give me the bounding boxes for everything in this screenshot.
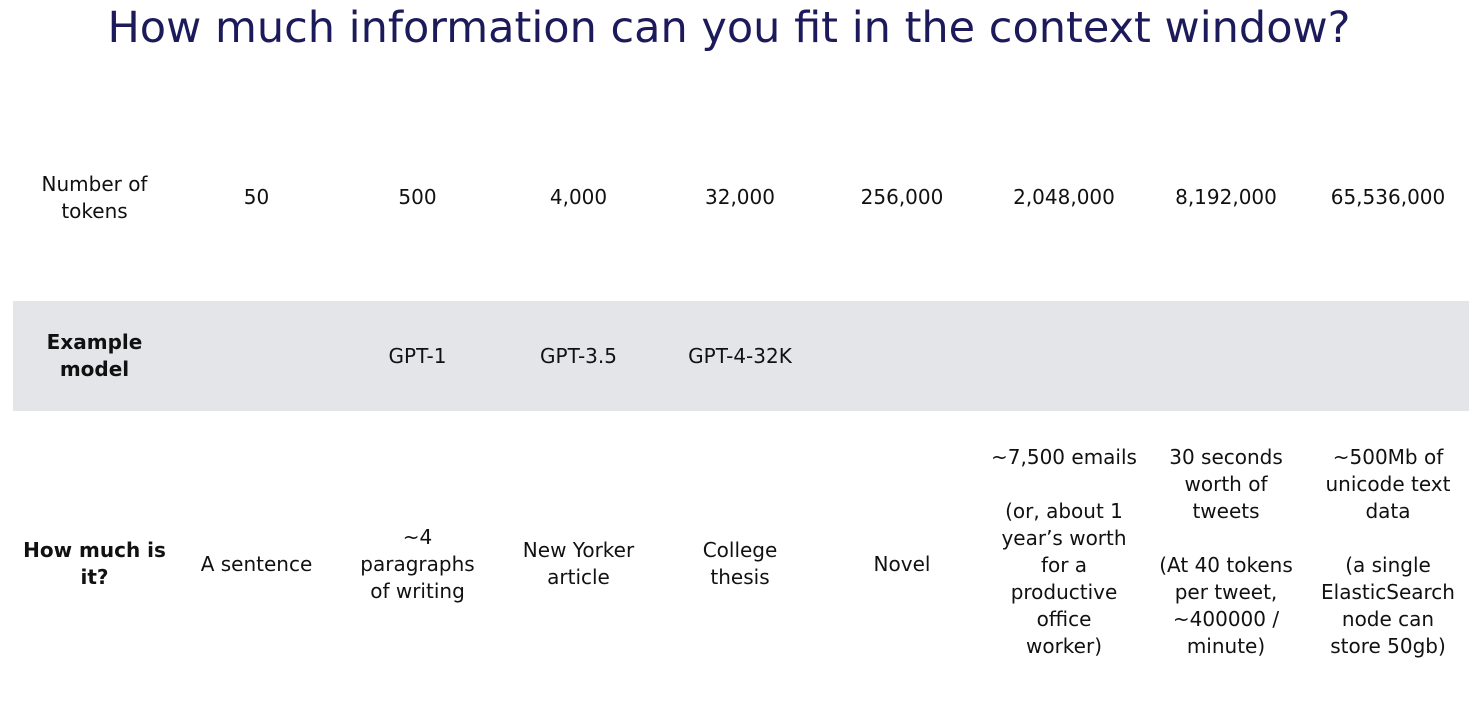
page-title: How much information can you fit in the … bbox=[107, 3, 1351, 53]
amount-cell: ~7,500 emails (or, about 1 year’s worth … bbox=[991, 445, 1137, 658]
tokens-cell: 500 bbox=[398, 185, 437, 209]
tokens-cell: 2,048,000 bbox=[1013, 185, 1115, 209]
model-cell: GPT-4-32K bbox=[688, 343, 792, 368]
tokens-cell: 32,000 bbox=[705, 185, 775, 209]
tokens-cell: 8,192,000 bbox=[1175, 185, 1277, 209]
amount-cell: College thesis bbox=[702, 538, 778, 589]
example-model-row-header: Example model bbox=[46, 330, 143, 381]
amount-cell: ~500Mb of unicode text data (a single El… bbox=[1321, 445, 1455, 658]
tokens-row-header: Number of tokens bbox=[41, 171, 148, 223]
amount-cell: A sentence bbox=[200, 551, 313, 576]
amount-cell: New Yorker article bbox=[522, 538, 635, 589]
tokens-cell: 4,000 bbox=[549, 185, 608, 209]
example-model-row: Example model GPT-1 GPT-3.5 GPT-4-32K bbox=[13, 301, 1469, 411]
tokens-cell: 256,000 bbox=[860, 185, 944, 209]
tokens-cell: 50 bbox=[243, 185, 270, 209]
how-much-row-header: How much is it? bbox=[23, 538, 166, 589]
how-much-row: How much is it? A sentence ~4 paragraphs… bbox=[13, 444, 1469, 684]
model-cell: GPT-3.5 bbox=[540, 343, 617, 368]
tokens-cell: 65,536,000 bbox=[1330, 185, 1446, 209]
amount-cell: Novel bbox=[873, 551, 931, 576]
model-cell: GPT-1 bbox=[388, 343, 447, 368]
amount-cell: 30 seconds worth of tweets (At 40 tokens… bbox=[1159, 445, 1293, 658]
tokens-row: Number of tokens 50 500 4,000 32,000 256… bbox=[13, 150, 1469, 245]
amount-cell: ~4 paragraphs of writing bbox=[360, 524, 475, 603]
